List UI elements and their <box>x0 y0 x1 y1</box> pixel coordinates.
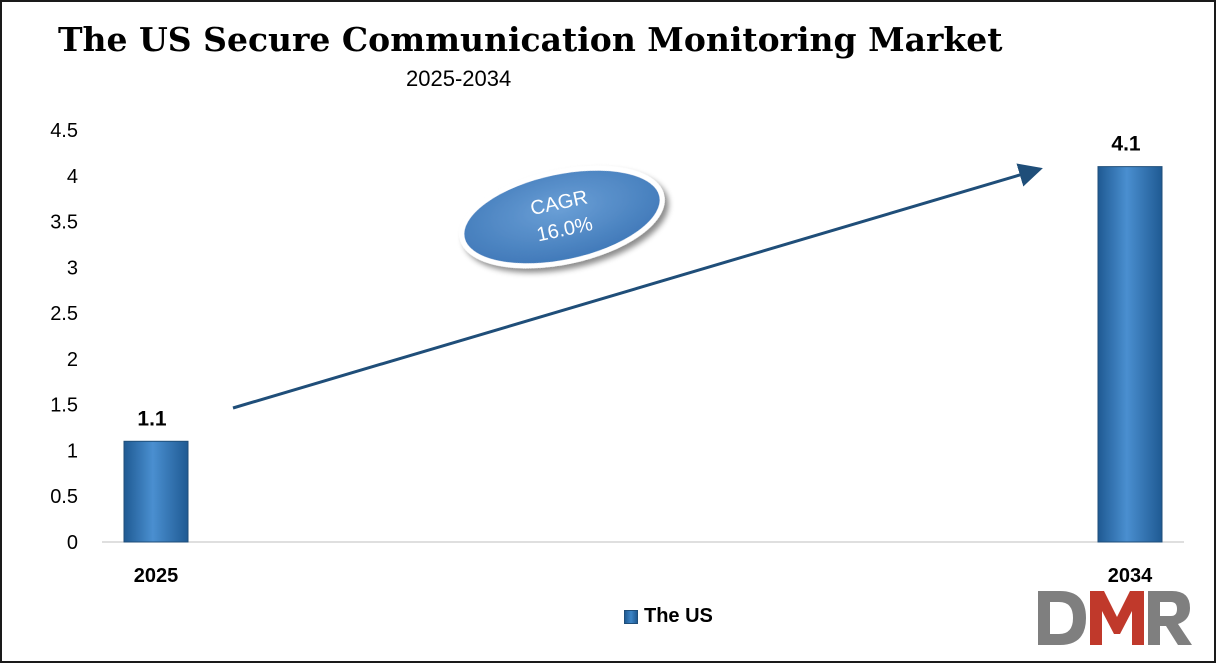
x-tick-label-2025: 2025 <box>134 565 179 587</box>
x-axis: 2025 2034 <box>134 565 1153 587</box>
cagr-badge: CAGR 16.0% <box>459 165 665 269</box>
trend-arrow <box>232 163 1043 410</box>
bar-2034 <box>1097 166 1163 543</box>
chart-subtitle: 2025-2034 <box>406 66 512 91</box>
y-tick-label: 0 <box>67 532 78 554</box>
y-tick-label: 0.5 <box>50 486 78 508</box>
bar-2025 <box>123 440 189 543</box>
y-tick-label: 1.5 <box>50 395 78 417</box>
chart-title: The US Secure Communication Monitoring M… <box>58 20 1003 59</box>
y-tick-label: 1 <box>67 440 78 462</box>
y-tick-label: 2.5 <box>50 303 78 325</box>
legend-label: The US <box>644 605 713 627</box>
data-label-2034: 4.1 <box>1111 133 1141 156</box>
y-tick-label: 4.5 <box>50 120 78 142</box>
legend: The US <box>624 605 713 628</box>
bars-group: 1.1 4.1 <box>123 133 1163 543</box>
y-tick-label: 3.5 <box>50 212 78 234</box>
dmr-logo <box>1038 591 1192 645</box>
y-axis: 0 0.5 1 1.5 2 2.5 3 3.5 4 4.5 <box>50 120 1184 554</box>
y-tick-label: 3 <box>67 257 78 279</box>
data-label-2025: 1.1 <box>137 407 167 430</box>
y-tick-label: 2 <box>67 349 78 371</box>
x-tick-label-2034: 2034 <box>1108 565 1153 587</box>
y-tick-label: 4 <box>67 166 78 188</box>
legend-swatch <box>624 609 638 624</box>
